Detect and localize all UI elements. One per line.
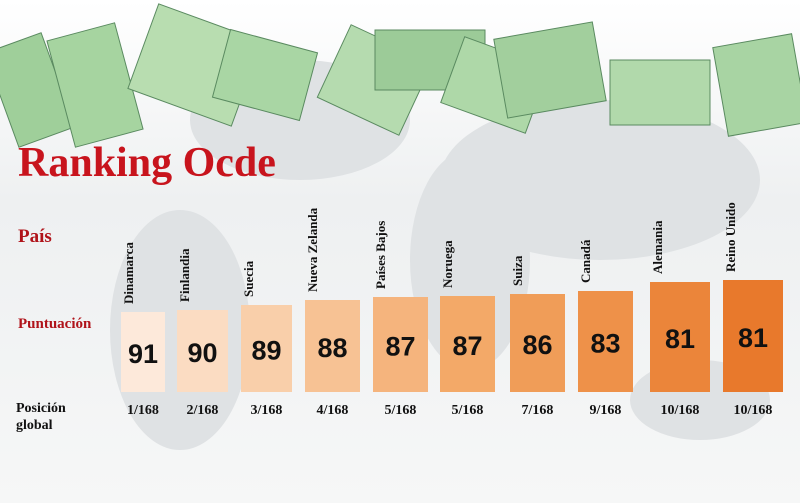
country: Noruega (440, 240, 455, 288)
country: Canadá (578, 239, 593, 283)
score: 90 (187, 338, 217, 368)
position: 9/168 (590, 403, 622, 418)
score-box (510, 294, 565, 392)
country-label: País (18, 226, 52, 247)
score: 91 (128, 339, 158, 369)
score: 87 (452, 331, 482, 361)
position: 2/168 (187, 403, 219, 418)
score-box (650, 282, 710, 392)
country: Finlandia (177, 248, 192, 302)
score-box (177, 310, 228, 392)
score: 81 (738, 323, 768, 353)
position: 10/168 (661, 403, 700, 418)
score-box (121, 312, 165, 392)
banknotes (0, 3, 800, 148)
score-box (723, 280, 783, 392)
score-box (241, 305, 292, 392)
country: Suecia (241, 260, 256, 297)
score-box (578, 291, 633, 392)
country: Suiza (510, 255, 525, 286)
score: 87 (385, 332, 415, 362)
position: 5/168 (452, 403, 484, 418)
position: 5/168 (385, 403, 417, 418)
score: 88 (317, 333, 347, 363)
country: Dinamarca (121, 242, 136, 304)
position: 10/168 (734, 403, 773, 418)
position-label-box: Posición global (16, 401, 66, 433)
title: Ranking Ocde (18, 140, 276, 186)
country: Reino Unido (723, 202, 738, 272)
score: 83 (590, 329, 620, 359)
score-box (440, 296, 495, 392)
score-box (305, 300, 360, 392)
score: 89 (251, 336, 281, 366)
position: 3/168 (251, 403, 283, 418)
position: 1/168 (127, 403, 159, 418)
position-label: Posición global (16, 401, 66, 433)
country: Alemania (650, 220, 665, 274)
country: Nueva Zelanda (305, 207, 320, 292)
score: 86 (522, 330, 552, 360)
columns: 91 Dinamarca 1/168 90 Finlandia 2/168 89 Suecia… (121, 202, 783, 418)
score: 81 (665, 324, 695, 354)
country: Países Bajos (373, 221, 388, 289)
score-label: Puntuación (18, 316, 92, 332)
position: 7/168 (522, 403, 554, 418)
position: 4/168 (317, 403, 349, 418)
score-box (373, 297, 428, 392)
